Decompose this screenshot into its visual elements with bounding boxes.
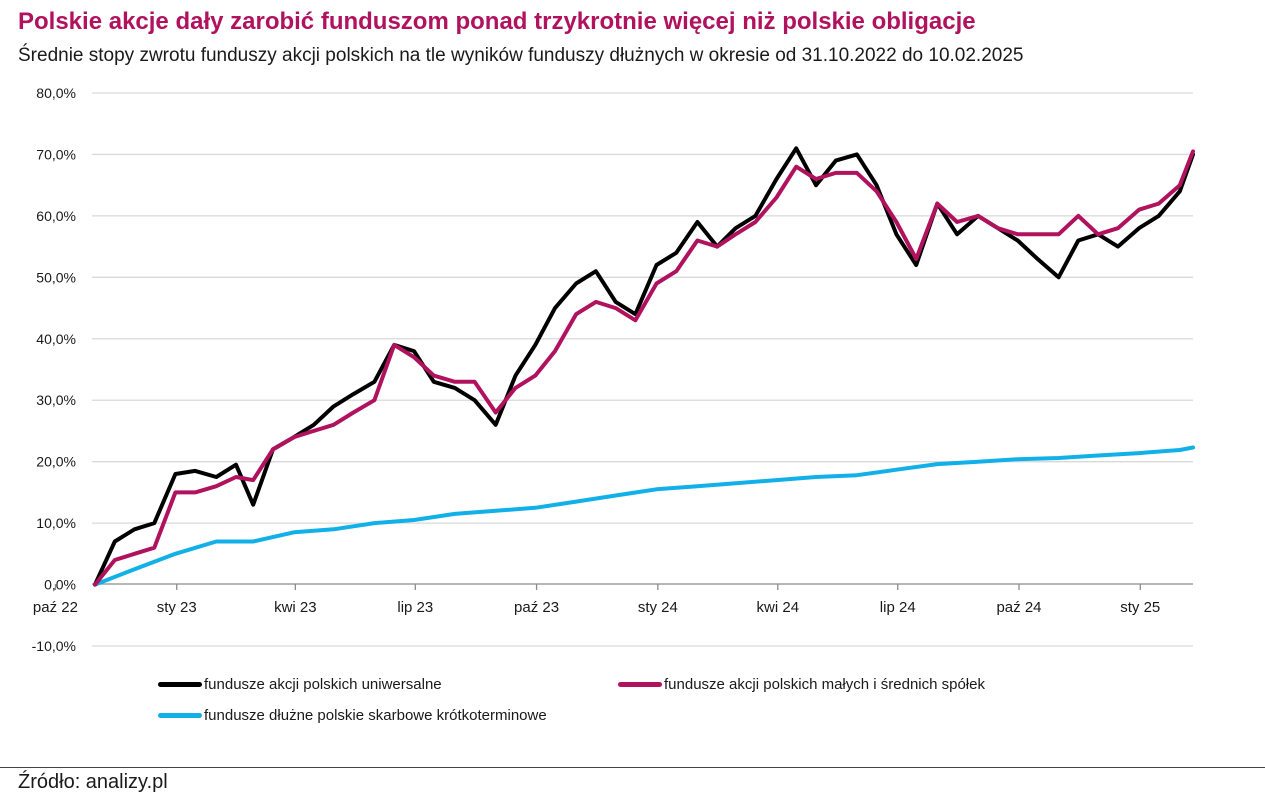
x-axis: paź 22 sty 23 kwi 23 lip 23 paź 23 sty 24 kwi … (33, 583, 1193, 616)
series-line-universal (93, 146, 1195, 587)
y-tick-label: 80,0% (36, 85, 76, 101)
series-lines (93, 146, 1195, 587)
y-tick-label: 20,0% (36, 454, 76, 470)
x-tick-label: paź 23 (514, 599, 559, 616)
series-line-small-mid (93, 149, 1195, 587)
x-tick-label: lip 23 (397, 599, 433, 616)
y-tick-label: 50,0% (36, 269, 76, 285)
y-tick-label: 70,0% (36, 146, 76, 162)
x-tick-label: sty 25 (1120, 599, 1160, 616)
x-tick-label: lip 24 (880, 599, 916, 616)
y-axis-tick-labels: 80,0% 70,0% 60,0% 50,0% 40,0% 30,0% 20,0% 10,0%… (32, 85, 76, 654)
x-tick-label: paź 24 (996, 599, 1041, 616)
x-tick-label: paź 22 (33, 599, 78, 616)
y-tick-label: 30,0% (36, 392, 76, 408)
gridlines (92, 92, 1193, 647)
y-tick-label: 0,0% (44, 577, 76, 593)
x-tick-label: kwi 23 (274, 599, 317, 616)
chart-subtitle: Średnie stopy zwrotu funduszy akcji pols… (18, 45, 1024, 66)
y-tick-label: 10,0% (36, 515, 76, 531)
x-tick-label: sty 24 (638, 599, 678, 616)
source-note: Źródło: analizy.pl (18, 771, 168, 793)
y-tick-label: 40,0% (36, 331, 76, 347)
chart-title: Polskie akcje dały zarobić funduszom pon… (18, 8, 976, 35)
y-tick-label: 60,0% (36, 208, 76, 224)
x-tick-label: sty 23 (157, 599, 197, 616)
source-divider (0, 767, 1265, 768)
series-line-debt (93, 445, 1195, 587)
x-tick-label: kwi 24 (757, 599, 800, 616)
y-tick-label: -10,0% (32, 638, 76, 654)
